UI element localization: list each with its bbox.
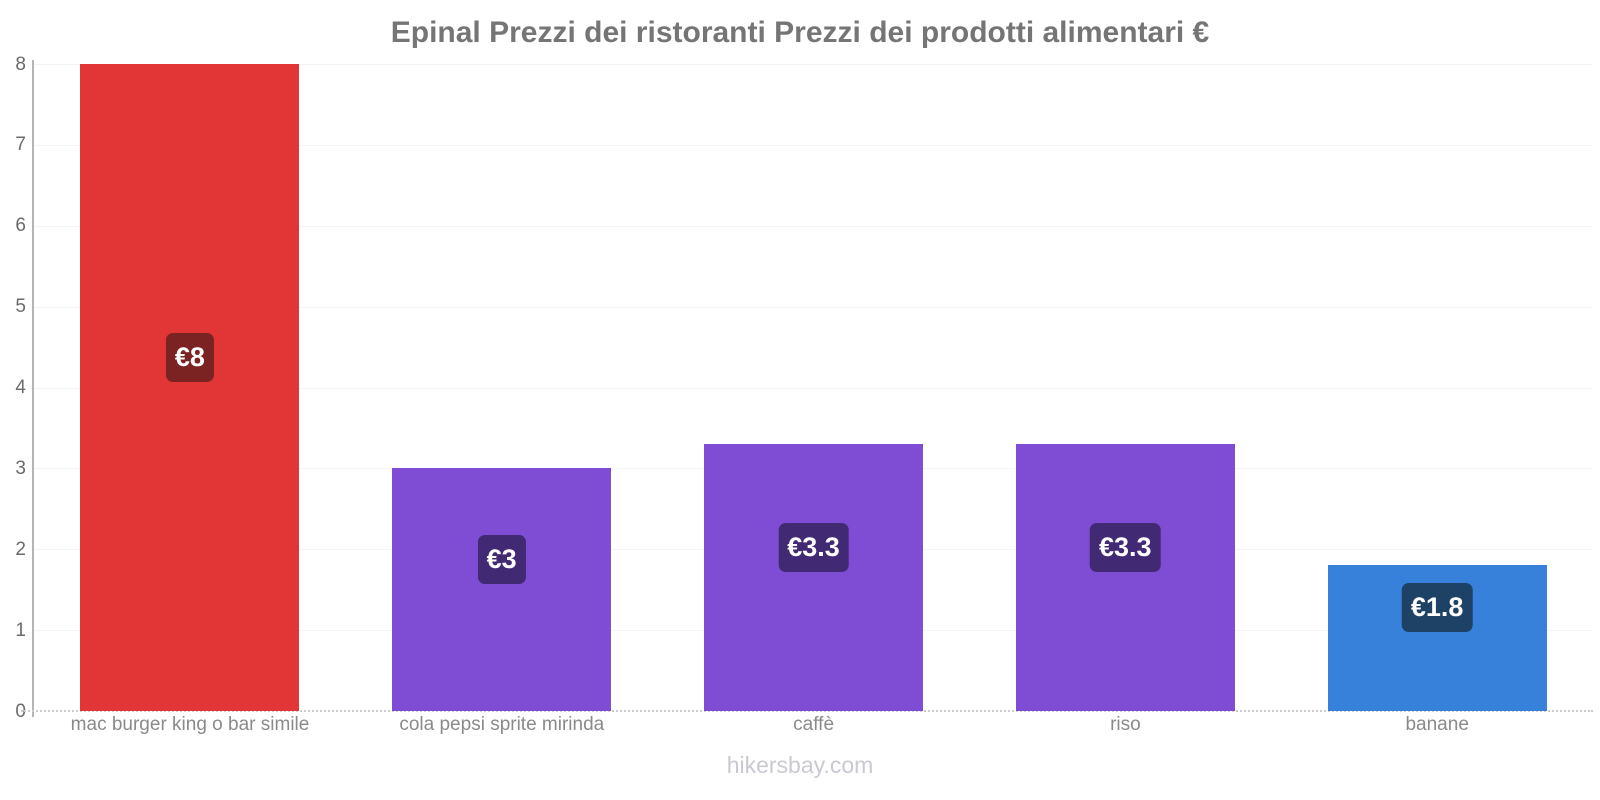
- value-badge: €8: [165, 332, 214, 382]
- gridline-y-5: [34, 306, 1593, 308]
- y-tick-label-0: 0: [15, 700, 26, 722]
- chart-title: Epinal Prezzi dei ristoranti Prezzi dei …: [390, 16, 1210, 49]
- bar[interactable]: €3: [392, 468, 612, 711]
- y-tick-label-6: 6: [15, 215, 26, 237]
- y-tick-label-7: 7: [15, 134, 26, 156]
- y-tick-label-1: 1: [15, 619, 26, 641]
- value-badge: €3.3: [778, 522, 849, 572]
- gridline-y-6: [34, 225, 1593, 227]
- x-axis-category-label: riso: [1110, 714, 1141, 735]
- y-tick-label-3: 3: [15, 457, 26, 479]
- x-axis-line: [21, 710, 1593, 712]
- x-axis-category-label: banane: [1405, 714, 1469, 735]
- x-axis-category-label: mac burger king o bar simile: [70, 714, 310, 735]
- y-tick-label-4: 4: [15, 377, 26, 398]
- value-badge: €1.8: [1401, 583, 1473, 633]
- bar[interactable]: €1.8: [1327, 565, 1547, 711]
- gridline-y-8: [34, 64, 1593, 65]
- bar[interactable]: €3.3: [1015, 444, 1235, 711]
- bar[interactable]: €8: [80, 64, 300, 711]
- x-axis-category-label: caffè: [793, 714, 835, 735]
- gridline-y-7: [34, 144, 1593, 146]
- x-axis-category-label: cola pepsi sprite mirinda: [399, 714, 605, 735]
- watermark-hikersbay: hikersbay.com: [726, 752, 874, 778]
- bar[interactable]: €3.3: [704, 444, 923, 711]
- y-tick-label-8: 8: [15, 53, 26, 75]
- y-axis-line: [32, 60, 34, 717]
- value-badge: €3: [477, 534, 526, 584]
- y-tick-label-5: 5: [15, 296, 26, 318]
- y-tick-label-2: 2: [15, 538, 26, 560]
- value-badge: €3.3: [1090, 522, 1161, 572]
- gridline-y-4: [34, 387, 1593, 389]
